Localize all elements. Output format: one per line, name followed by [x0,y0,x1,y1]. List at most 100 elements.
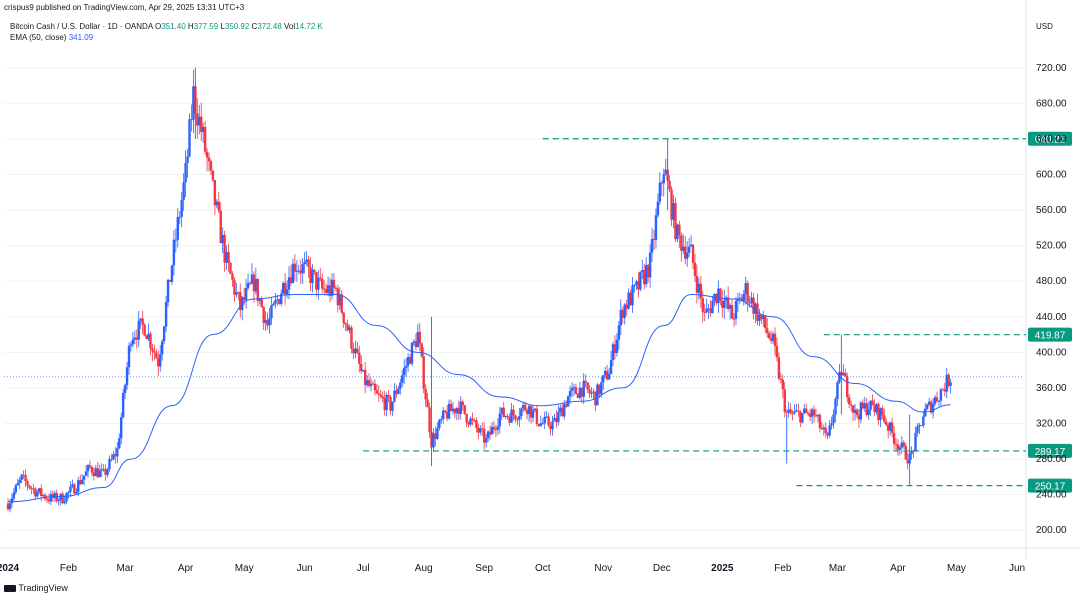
x-tick-label: May [235,563,254,574]
candle [447,399,451,420]
candle [504,415,507,420]
candle [330,273,334,300]
candle [777,352,781,381]
candle [14,483,18,495]
currency-label: USD [1036,22,1053,31]
candle [652,229,656,250]
candle [463,405,466,415]
level-line[interactable]: 640.21 [542,131,1072,146]
candle [828,420,831,438]
x-tick-label: Feb [774,563,792,574]
symbol-name[interactable]: Bitcoin Cash / U.S. Dollar · 1D · OANDA [10,22,153,31]
candle [570,382,574,398]
candle [38,487,41,495]
candle [568,385,572,404]
candle [793,404,796,416]
candle [360,354,363,374]
tradingview-logo[interactable]: TradingView [4,583,68,593]
candle [203,120,207,155]
candle [108,455,111,472]
candle [445,405,449,422]
candle [803,404,806,415]
candle [881,405,884,420]
candle [730,299,734,320]
candle [801,412,804,424]
candle [151,343,154,362]
candle [916,423,919,437]
candle [157,350,160,376]
candle [473,418,476,423]
candle [412,339,416,346]
candle [416,324,420,348]
candle [604,366,607,379]
candle [682,233,685,255]
candle [404,357,408,378]
candle [506,413,509,420]
candle [137,311,140,347]
candle [814,408,818,418]
candle [65,492,68,505]
level-line[interactable]: 419.87 [823,327,1072,342]
candle [680,232,683,262]
level-line[interactable]: 289.17 [363,443,1072,458]
candle [379,389,382,399]
candle [223,230,226,272]
candle [338,287,341,310]
candle [617,320,621,351]
candle [367,373,371,388]
candle [937,400,941,407]
candle [414,333,418,351]
candle [557,405,560,426]
candle [935,391,939,403]
x-tick-label: Apr [890,563,906,574]
candle [305,251,308,266]
candle [432,428,435,453]
level-badge [1028,131,1072,146]
candle [859,400,863,424]
candle [266,312,269,330]
candle [131,331,135,348]
horizontal-levels: 640.21 419.87 289.17 250.17 [363,131,1072,493]
candle [943,382,946,397]
candle [639,271,642,292]
candle [106,467,109,478]
candle [518,407,521,427]
candle [775,337,779,362]
y-tick-label: 360.00 [1036,383,1067,394]
candle [264,311,267,331]
candle [719,287,722,306]
candle [924,402,927,417]
candle [127,342,131,375]
candle [34,486,37,500]
candle [927,397,931,407]
candle [621,306,624,324]
candle [574,383,578,395]
candle [289,265,293,286]
x-tick-label: 2024 [0,563,20,574]
candle [442,406,445,424]
candle [475,417,478,433]
candle [172,229,176,276]
candle [467,420,470,428]
candle [280,289,283,307]
candle [125,361,129,390]
candle [348,324,351,334]
candle [738,292,742,305]
candle [490,422,494,435]
candle [295,260,299,282]
candle [812,405,816,423]
candle [358,345,361,373]
candle [885,418,888,427]
candle [769,330,773,344]
level-label: 419.87 [1035,331,1066,342]
candle [832,409,835,429]
candle [328,278,332,303]
candle [929,399,933,415]
level-line[interactable]: 250.17 [796,478,1072,493]
candle [16,478,19,486]
ema-legend[interactable]: EMA (50, close) 341.09 [10,33,93,42]
x-tick-label: Jul [357,563,370,574]
candle [900,436,904,454]
candle [272,301,275,307]
